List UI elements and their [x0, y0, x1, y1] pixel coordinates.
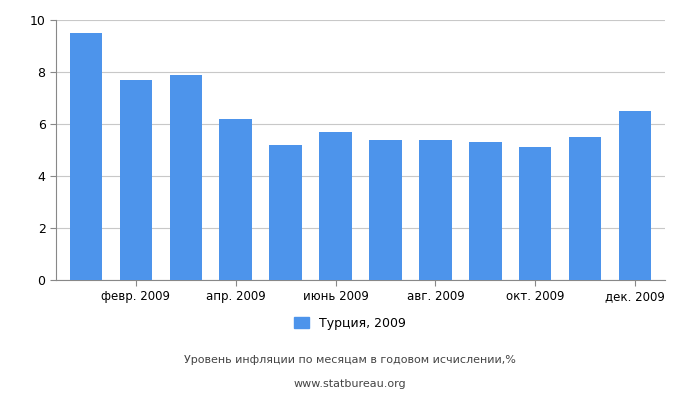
Bar — [519, 148, 552, 280]
Bar — [120, 80, 152, 280]
Bar — [419, 140, 452, 280]
Bar — [270, 145, 302, 280]
Bar — [369, 140, 402, 280]
Bar — [70, 33, 102, 280]
Text: Уровень инфляции по месяцам в годовом исчислении,%: Уровень инфляции по месяцам в годовом ис… — [184, 355, 516, 365]
Bar — [619, 111, 651, 280]
Bar — [319, 132, 352, 280]
Bar — [569, 137, 601, 280]
Text: www.statbureau.org: www.statbureau.org — [294, 379, 406, 389]
Legend: Турция, 2009: Турция, 2009 — [294, 317, 406, 330]
Bar — [169, 74, 202, 280]
Bar — [220, 119, 252, 280]
Bar — [469, 142, 501, 280]
